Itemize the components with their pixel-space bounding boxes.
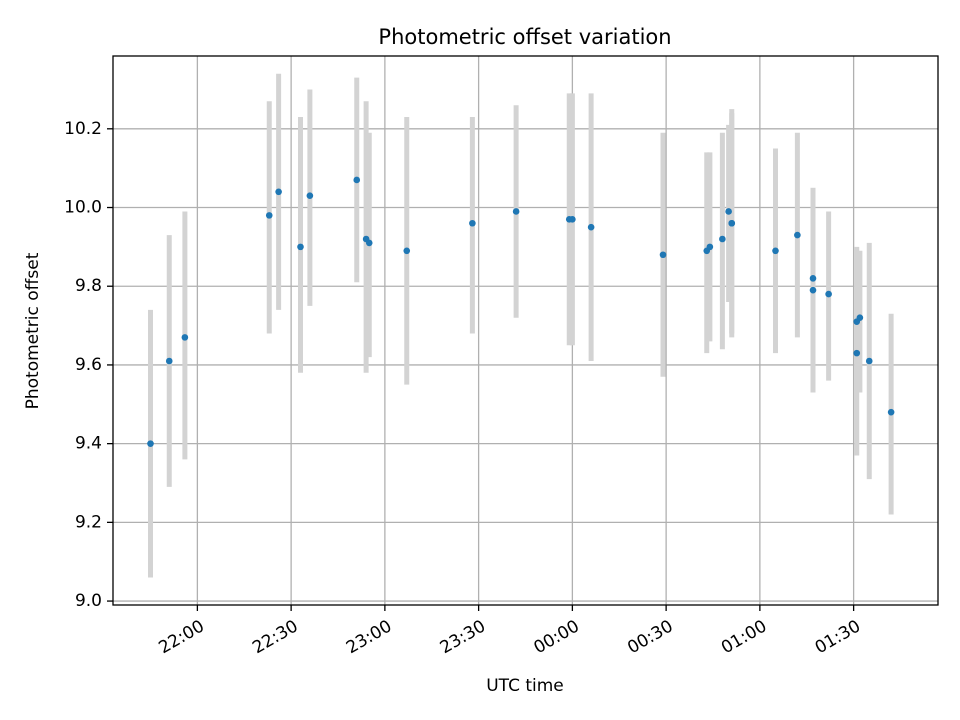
y-tick-label: 10.2 [64, 119, 102, 139]
data-point [587, 223, 595, 231]
data-point [306, 192, 314, 200]
plot-frame [112, 55, 939, 606]
data-point [825, 290, 832, 298]
data-point [353, 176, 361, 184]
data-point [728, 219, 736, 227]
data-point [725, 208, 732, 215]
data-point [887, 408, 895, 416]
y-tick-label: 9.8 [75, 276, 102, 296]
data-point [181, 334, 189, 341]
data-point [794, 231, 801, 239]
data-point [403, 247, 411, 255]
data-point [265, 212, 273, 219]
y-axis-title: Photometric offset [23, 252, 43, 409]
y-tick-label: 9.0 [75, 591, 102, 611]
data-point [772, 247, 779, 255]
data-point [365, 239, 373, 247]
data-point [865, 357, 873, 365]
data-point [856, 314, 864, 322]
data-point [809, 286, 817, 294]
data-point [469, 219, 476, 227]
data-point [275, 188, 282, 196]
y-tick-label: 10.0 [64, 198, 102, 218]
data-points [147, 176, 895, 447]
data-point [719, 235, 726, 243]
data-point [659, 251, 667, 259]
x-axis-title: UTC time [486, 676, 564, 696]
data-point [853, 349, 861, 357]
data-point [165, 357, 173, 365]
data-point [512, 208, 520, 215]
y-tick-label: 9.4 [75, 434, 102, 454]
data-point [569, 216, 576, 223]
chart-title: Photometric offset variation [378, 25, 671, 49]
data-point [147, 440, 154, 447]
data-point [809, 275, 817, 282]
y-tick-label: 9.2 [75, 512, 102, 532]
y-tick-label: 9.6 [75, 355, 102, 375]
data-point [297, 243, 304, 251]
data-point [706, 243, 714, 251]
